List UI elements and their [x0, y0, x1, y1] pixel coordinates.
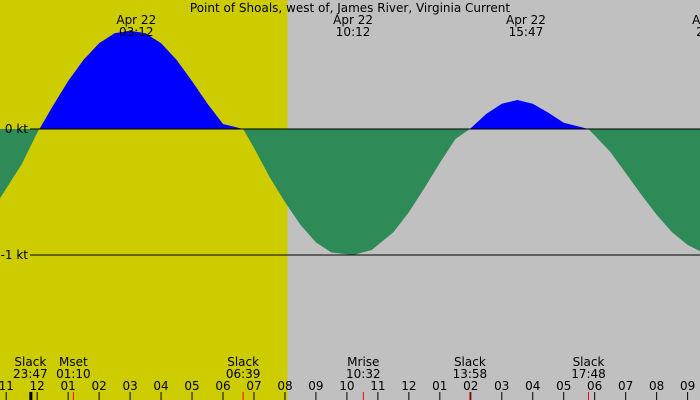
hour-tick-label: 08 — [277, 379, 292, 393]
hour-tick-label: 10 — [339, 379, 354, 393]
event-time-label: 13:58 — [453, 367, 488, 381]
hour-tick-label: 12 — [30, 379, 45, 393]
hour-tick-label: 02 — [463, 379, 478, 393]
peak-time-label: 2 — [696, 25, 700, 39]
y-axis-labels: 0 kt -1 kt — [1, 122, 29, 262]
hour-tick-label: 05 — [184, 379, 199, 393]
hour-tick-label: 07 — [246, 379, 261, 393]
hour-tick-label: 04 — [153, 379, 168, 393]
ebb-area — [0, 129, 700, 255]
current-areas — [0, 30, 700, 255]
hour-tick-label: 11 — [370, 379, 385, 393]
reference-lines — [30, 128, 700, 256]
hour-tick-label: 01 — [432, 379, 447, 393]
hour-tick-label: 07 — [618, 379, 633, 393]
y-tick-label: 0 kt — [5, 122, 28, 136]
hour-tick-label: 06 — [215, 379, 230, 393]
hour-tick-label: 06 — [587, 379, 602, 393]
hour-tick-label: 12 — [401, 379, 416, 393]
peak-date-label: Ap — [692, 13, 700, 27]
event-time-label: 23:47 — [13, 367, 48, 381]
chart-title: Point of Shoals, west of, James River, V… — [190, 1, 510, 15]
event-time-label: 17:48 — [571, 367, 606, 381]
hour-tick-label: 11 — [0, 379, 14, 393]
hour-tick-label: 01 — [61, 379, 76, 393]
event-label: Mset — [59, 355, 88, 369]
hour-tick-label: 04 — [525, 379, 540, 393]
event-time-label: 01:10 — [56, 367, 91, 381]
hour-tick-label: 02 — [91, 379, 106, 393]
hour-tick-label: 09 — [680, 379, 695, 393]
hour-axis: 11 12 01 02 03 04 05 06 07 08 09 10 11 12 01 02 03 04 05 06… — [0, 379, 695, 400]
hour-tick-label: 03 — [494, 379, 509, 393]
peak-date-label: Apr 22 — [116, 13, 156, 27]
event-label: Slack — [454, 355, 486, 369]
hour-tick-label: 03 — [122, 379, 137, 393]
event-label: Slack — [573, 355, 605, 369]
event-label: Slack — [14, 355, 46, 369]
peak-time-label: 15:47 — [509, 25, 544, 39]
event-labels: Slack23:47Mset01:10Slack06:39Mrise10:32S… — [13, 355, 606, 381]
hour-tick-label: 09 — [308, 379, 323, 393]
flood-area — [0, 30, 700, 129]
event-time-label: 06:39 — [226, 367, 261, 381]
hour-tick-label: 08 — [649, 379, 664, 393]
y-tick-label: -1 kt — [1, 248, 29, 262]
peak-time-label: 10:12 — [336, 25, 371, 39]
peak-date-label: Apr 22 — [506, 13, 546, 27]
event-time-label: 10:32 — [346, 367, 381, 381]
event-label: Slack — [227, 355, 259, 369]
peak-time-label: 03:12 — [119, 25, 154, 39]
event-label: Mrise — [347, 355, 379, 369]
peak-date-label: Apr 22 — [333, 13, 373, 27]
hour-tick-label: 05 — [556, 379, 571, 393]
event-marker — [29, 392, 33, 400]
